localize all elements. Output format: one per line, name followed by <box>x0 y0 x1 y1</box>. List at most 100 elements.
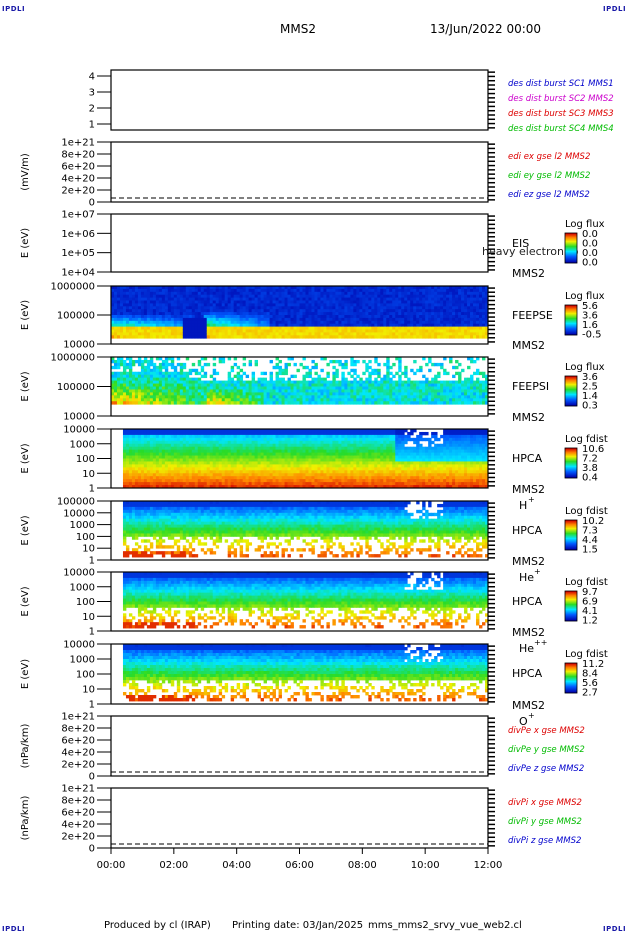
feepse-cell <box>245 315 250 319</box>
feepse-cell <box>419 288 423 293</box>
feepse-cell <box>134 309 139 313</box>
feepsi-cell <box>461 395 465 399</box>
hpca_h-cell <box>200 461 205 465</box>
feepsi-cell <box>278 398 282 402</box>
feepse-cell <box>161 303 166 307</box>
feepse-cell <box>329 306 333 310</box>
feepse-cell <box>302 286 306 290</box>
feepsi-cell <box>458 383 462 387</box>
feepsi-cell <box>206 398 211 402</box>
feepse-cell <box>257 317 261 322</box>
feepsi-cell <box>194 398 199 402</box>
feepse-cell <box>143 306 148 310</box>
feepsi-cell <box>122 368 127 373</box>
feepsi-cell <box>368 398 372 402</box>
feepsi-cell <box>143 383 148 387</box>
feepse-cell <box>431 297 435 301</box>
hpca_h-cell <box>170 482 175 486</box>
feepse-cell <box>170 297 175 301</box>
feepsi-cell <box>119 371 124 376</box>
hpca_h-cell <box>194 434 199 439</box>
eis-colorbar-swatch <box>565 239 577 241</box>
feepsi-cell <box>200 392 205 396</box>
feepsi-cell <box>161 359 166 364</box>
hpca_h-cell <box>164 455 169 459</box>
feepsi-cell <box>392 386 396 390</box>
feepse-cell <box>143 326 148 330</box>
feepse-cell <box>260 286 264 290</box>
feepse-cell <box>305 309 309 313</box>
hpca_h-cell <box>191 485 196 489</box>
feepsi-cell <box>200 389 205 393</box>
feepse-cell <box>248 294 253 298</box>
feepse-cell <box>203 335 208 339</box>
feepse-cell <box>446 286 450 290</box>
feepse-cell <box>482 291 486 296</box>
feepse-cell <box>173 335 178 339</box>
feepse-cell <box>266 306 270 310</box>
feepsi-cell <box>467 357 471 361</box>
feepse-cell <box>428 326 432 330</box>
feepsi-cell <box>128 383 133 387</box>
feepse-cell <box>410 312 414 316</box>
feepse-cell <box>440 329 444 333</box>
hpca_h-cell <box>140 479 145 483</box>
feepsi-cell <box>470 383 474 387</box>
feepse-cell <box>368 309 372 313</box>
feepse-cell <box>455 286 459 290</box>
feepse-cell <box>140 317 145 322</box>
hpca_h-cell <box>257 485 261 489</box>
feepse-cell <box>335 323 339 327</box>
feepse-cell <box>299 315 303 319</box>
hpca_h-cell <box>173 434 178 439</box>
feepse-cell <box>428 317 432 322</box>
hpca_h-cell <box>212 446 217 451</box>
feepsi-cell <box>311 386 315 390</box>
feepse-cell <box>290 329 294 333</box>
feepse-cell <box>350 329 354 333</box>
feepsi-cell <box>461 383 465 387</box>
eis-colorbar-swatch <box>565 236 577 238</box>
feepsi-cell <box>119 386 124 390</box>
feepsi-cell <box>479 386 483 390</box>
feepsi-colorbar-tick: 2.5 <box>582 382 598 393</box>
hpca_h-cell <box>179 446 184 451</box>
hpca_h-cell <box>221 458 226 462</box>
hpca_h-cell <box>155 461 160 465</box>
feepse-cell <box>284 315 288 319</box>
feepse-cell <box>467 286 471 290</box>
hpca_h-cell <box>143 458 148 462</box>
feepsi-cell <box>176 392 181 396</box>
hpca_h-cell <box>155 479 160 483</box>
feepse-cell <box>149 329 154 333</box>
hpca_h-cell <box>239 452 244 456</box>
hpca_h-cell <box>164 461 169 465</box>
hpca_h-cell <box>233 429 238 433</box>
feepse-cell <box>221 297 226 301</box>
hpca_h-cell <box>179 458 184 462</box>
hpca_h-cell <box>182 449 187 453</box>
feepse-cell <box>371 309 375 313</box>
feepse-cell <box>212 288 217 293</box>
hpca_h-cell <box>167 476 172 480</box>
feepsi-cell <box>131 389 136 393</box>
feepsi-cell <box>269 374 273 379</box>
hpca_h-cell <box>266 455 270 459</box>
feepse-cell <box>290 288 294 293</box>
feepse-cell <box>293 317 297 322</box>
feepsi-cell <box>437 389 441 393</box>
feepsi-cell <box>419 398 423 402</box>
feepsi-cell <box>122 395 127 399</box>
feepsi-cell <box>341 374 345 379</box>
hpca_h-cell <box>269 434 273 439</box>
feepsi-cell <box>485 389 489 393</box>
feepsi-cell <box>386 374 390 379</box>
feepsi-cell <box>290 380 294 384</box>
feepsi-cell <box>314 392 318 396</box>
feepsi-cell <box>473 383 477 387</box>
feepse-cell <box>239 291 244 296</box>
hpca_h-cell <box>149 455 154 459</box>
feepsi-cell <box>242 398 247 402</box>
feepsi-cell <box>344 398 348 402</box>
feepse-cell <box>311 288 315 293</box>
